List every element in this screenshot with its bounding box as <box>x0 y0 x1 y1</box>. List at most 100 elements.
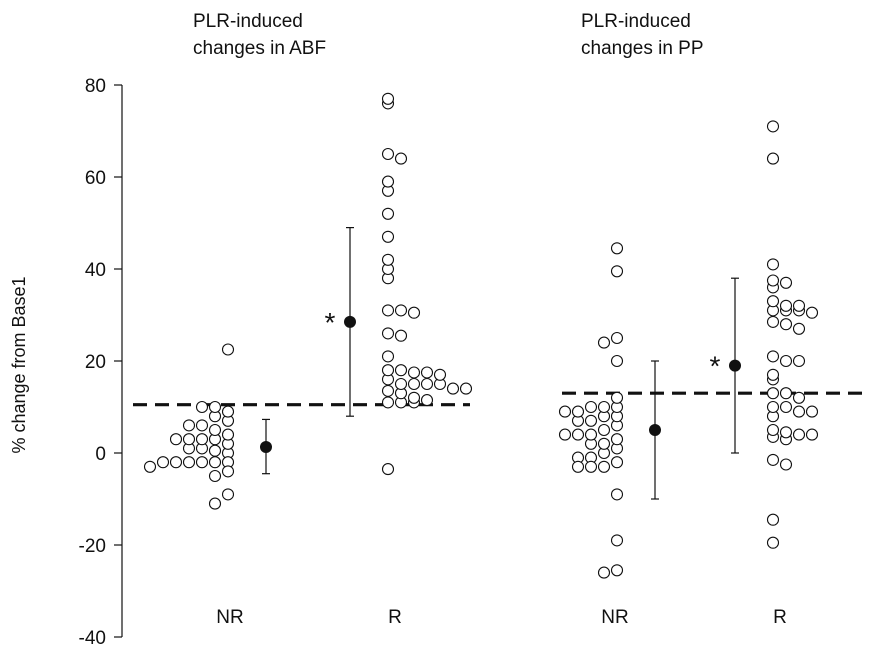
data-point <box>584 460 598 473</box>
data-point <box>407 306 421 319</box>
data-point <box>792 405 806 418</box>
data-point <box>459 382 473 395</box>
y-axis: 80 60 40 20 0 -20 -40 <box>79 76 123 648</box>
data-point <box>779 276 793 289</box>
data-point <box>420 377 434 391</box>
significance-star: * <box>710 351 721 382</box>
data-point <box>571 460 585 473</box>
data-point <box>558 405 572 418</box>
data-point <box>221 428 235 441</box>
group-nr: NR <box>143 343 272 628</box>
data-point <box>792 391 806 404</box>
data-point <box>381 207 395 220</box>
data-point <box>610 564 624 577</box>
data-point <box>779 458 793 471</box>
group-nr: NR <box>558 242 661 628</box>
data-point <box>381 396 395 409</box>
data-point <box>805 428 819 441</box>
y-tick-label: 20 <box>85 352 106 373</box>
data-point <box>584 428 598 441</box>
data-point <box>779 426 793 439</box>
data-point <box>779 354 793 368</box>
data-point <box>805 306 819 319</box>
y-tick-label: 0 <box>95 444 106 465</box>
data-point <box>394 377 408 391</box>
data-point <box>779 299 793 312</box>
data-point <box>766 387 780 400</box>
data-point <box>446 382 460 395</box>
category-label: R <box>773 607 787 628</box>
category-label: NR <box>216 607 243 628</box>
data-point <box>381 175 395 188</box>
data-point <box>394 329 408 342</box>
data-point <box>792 354 806 368</box>
data-point <box>597 423 611 437</box>
data-point <box>597 566 611 579</box>
data-point <box>208 400 222 414</box>
data-point <box>766 274 780 287</box>
data-point <box>610 433 624 446</box>
data-point <box>792 299 806 312</box>
data-point <box>195 400 209 414</box>
data-point <box>610 265 624 278</box>
data-point <box>610 456 624 469</box>
data-point <box>766 120 780 133</box>
data-point <box>610 331 624 345</box>
plot-area: NR*R NR*R <box>133 92 870 628</box>
data-point <box>792 428 806 441</box>
data-point <box>195 419 209 432</box>
data-point <box>221 405 235 418</box>
data-point <box>558 428 572 441</box>
data-point <box>208 423 222 437</box>
data-point <box>221 465 235 478</box>
data-point <box>584 400 598 414</box>
data-point <box>766 423 780 437</box>
data-point <box>584 414 598 427</box>
significance-star: * <box>325 307 336 338</box>
y-tick-label: -20 <box>79 536 106 557</box>
data-point <box>381 304 395 317</box>
data-point <box>381 253 395 266</box>
data-point <box>433 368 447 381</box>
y-axis-label: % change from Base1 <box>9 276 29 453</box>
data-point <box>571 405 585 418</box>
data-point <box>766 315 780 328</box>
y-tick-label: -40 <box>79 628 106 648</box>
data-point <box>394 304 408 317</box>
data-point <box>407 377 421 391</box>
panel-title-pp-line1: PLR-induced <box>581 11 691 32</box>
data-point <box>792 322 806 335</box>
data-point <box>156 456 170 469</box>
data-point <box>407 366 421 379</box>
data-point <box>766 152 780 165</box>
mean-point <box>649 424 661 436</box>
data-point <box>766 513 780 526</box>
mean-point <box>344 315 356 328</box>
data-point <box>208 456 222 469</box>
data-point <box>766 368 780 381</box>
panel-0: NR * R <box>133 92 473 628</box>
data-point <box>221 488 235 501</box>
data-point <box>610 354 624 368</box>
data-point <box>610 488 624 501</box>
data-point <box>169 433 183 446</box>
data-point <box>381 364 395 377</box>
data-point <box>195 456 209 469</box>
data-point <box>610 242 624 255</box>
data-point <box>381 350 395 363</box>
data-point <box>381 384 395 397</box>
data-point <box>597 460 611 473</box>
y-tick-label: 40 <box>85 260 106 281</box>
data-point <box>766 258 780 271</box>
panel-title-abf-line1: PLR-induced <box>193 11 303 32</box>
data-point <box>381 92 395 105</box>
group-r: *R <box>710 120 819 628</box>
category-label: R <box>388 607 402 628</box>
data-point <box>381 327 395 340</box>
panel-1: NR*R <box>558 120 870 628</box>
data-point <box>766 295 780 308</box>
data-point <box>805 405 819 418</box>
y-tick-label: 60 <box>85 168 106 189</box>
data-point <box>381 463 395 476</box>
